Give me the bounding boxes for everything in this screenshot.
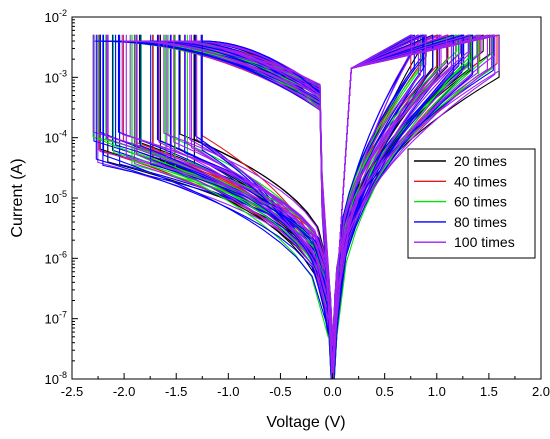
curve-line — [158, 34, 413, 379]
curve-line — [121, 34, 448, 347]
legend: 20 times 40 times 60 times 80 times 100 time… — [407, 148, 536, 259]
curve-line — [102, 34, 464, 379]
x-tick-label: -0.5 — [269, 384, 291, 399]
curve-line — [95, 34, 454, 379]
x-tick-label: -1.0 — [217, 384, 239, 399]
curve-line — [115, 34, 425, 359]
x-axis: -2.5 -2.0 -1.5 -1.0 -0.5 0.0 0.5 1.0 1.5 2.0 — [61, 373, 550, 399]
y-tick-label: 10-5 — [45, 189, 67, 206]
x-tick-label: -2.0 — [113, 384, 135, 399]
x-tick-label: 0.5 — [376, 384, 394, 399]
legend-box — [407, 148, 536, 259]
y-tick-label: 10-3 — [45, 68, 67, 85]
y-tick-label: 10-4 — [45, 129, 67, 146]
legend-label: 100 times — [454, 234, 515, 250]
y-tick-label: 10-7 — [45, 310, 67, 327]
x-tick-label: 1.5 — [480, 384, 498, 399]
x-tick-label: -2.5 — [61, 384, 83, 399]
y-axis-title: Current (A) — [9, 158, 26, 237]
legend-label: 40 times — [454, 173, 507, 189]
x-tick-label: 0.0 — [324, 384, 342, 399]
x-axis-title: Voltage (V) — [266, 414, 345, 431]
curve-line — [136, 34, 426, 379]
legend-label: 20 times — [454, 153, 507, 169]
x-tick-label: 2.0 — [532, 384, 550, 399]
curves-layer — [92, 34, 500, 379]
y-axis: 10-8 10-7 10-6 10-5 10-4 10-3 10-2 — [45, 8, 78, 387]
legend-label: 60 times — [454, 194, 507, 210]
curve-line — [139, 34, 474, 379]
legend-label: 80 times — [454, 214, 507, 230]
y-tick-label: 10-2 — [45, 8, 67, 25]
y-tick-label: 10-8 — [45, 370, 67, 387]
x-tick-label: 1.0 — [428, 384, 446, 399]
x-tick-label: -1.5 — [165, 384, 187, 399]
y-tick-label: 10-6 — [45, 249, 67, 266]
